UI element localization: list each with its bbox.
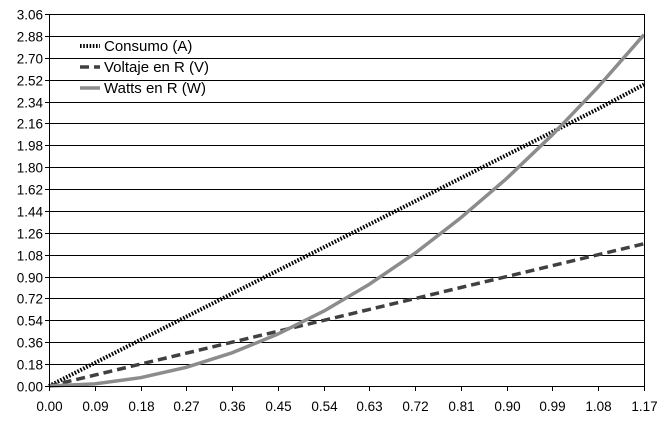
x-tick-label: 0.81 <box>448 399 474 414</box>
x-tick-labels: 0.00 0.09 0.18 0.27 0.36 0.45 0.54 0.63 0.72 0.81… <box>36 399 657 414</box>
y-tick-labels: 0.00 0.18 0.36 0.54 0.72 0.90 1.08 1.26 1.44 1.62… <box>17 8 44 395</box>
x-tick-label: 1.08 <box>585 399 611 414</box>
series-lines <box>48 33 646 388</box>
x-tick-label: 0.36 <box>219 399 245 414</box>
y-tick-label: 2.70 <box>17 52 43 67</box>
x-tick-label: 0.99 <box>539 399 565 414</box>
y-tick-label: 1.44 <box>17 205 44 220</box>
y-tick-label: 2.88 <box>17 30 43 45</box>
x-tick-label: 0.27 <box>173 399 199 414</box>
series-line-3 <box>48 33 646 388</box>
y-tick-label: 1.80 <box>17 161 43 176</box>
y-tick-label: 2.16 <box>17 117 43 132</box>
grid <box>49 14 644 387</box>
x-tick-label: 0.45 <box>265 399 291 414</box>
x-tick-label: 0.72 <box>402 399 428 414</box>
y-tick-label: 0.54 <box>17 314 44 329</box>
legend-label: Watts en R (W) <box>104 80 206 97</box>
x-tick-label: 0.00 <box>36 399 62 414</box>
x-tick-label: 0.09 <box>82 399 108 414</box>
y-tick-label: 0.36 <box>17 336 43 351</box>
x-tick-label: 0.90 <box>494 399 520 414</box>
x-tick-label: 0.63 <box>356 399 382 414</box>
axes <box>45 14 645 391</box>
y-tick-label: 0.00 <box>17 380 43 395</box>
legend-label: Voltaje en R (V) <box>104 59 209 76</box>
legend-label: Consumo (A) <box>104 38 192 55</box>
y-tick-label: 2.34 <box>17 96 44 111</box>
x-tick-label: 0.18 <box>128 399 154 414</box>
y-tick-label: 0.90 <box>17 271 43 286</box>
series-line-2 <box>48 242 645 388</box>
legend: Consumo (A) Voltaje en R (V) Watts en R (W… <box>80 38 209 97</box>
y-tick-label: 0.72 <box>17 292 43 307</box>
x-tick-label: 0.54 <box>311 399 338 414</box>
y-tick-label: 2.52 <box>17 74 43 89</box>
series-line-1 <box>48 82 645 388</box>
y-tick-label: 1.08 <box>17 249 43 264</box>
y-tick-label: 1.26 <box>17 227 43 242</box>
y-tick-label: 0.18 <box>17 358 43 373</box>
y-tick-label: 1.62 <box>17 183 43 198</box>
x-tick-label: 1.17 <box>631 399 657 414</box>
y-tick-label: 1.98 <box>17 139 43 154</box>
y-tick-label: 3.06 <box>17 8 43 23</box>
